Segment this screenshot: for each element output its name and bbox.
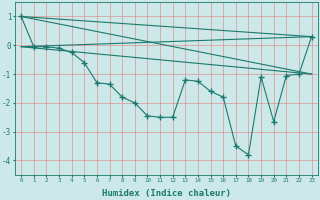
- X-axis label: Humidex (Indice chaleur): Humidex (Indice chaleur): [102, 189, 231, 198]
